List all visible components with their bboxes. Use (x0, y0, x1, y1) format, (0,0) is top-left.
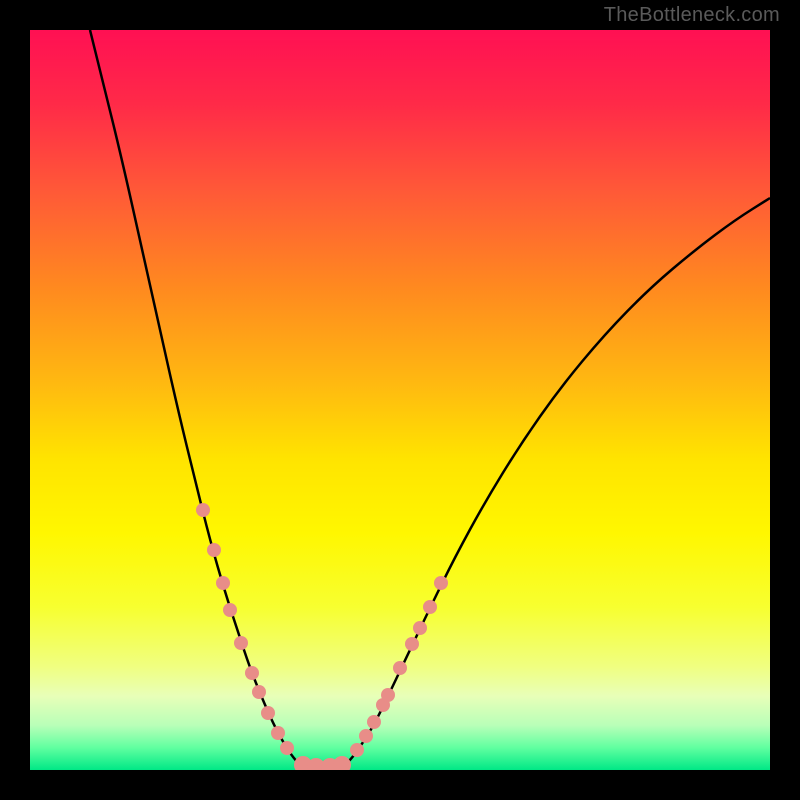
watermark-text: TheBottleneck.com (604, 4, 780, 27)
data-marker (252, 685, 266, 699)
data-marker (359, 729, 373, 743)
data-marker (405, 637, 419, 651)
data-marker (413, 621, 427, 635)
data-marker (280, 741, 294, 755)
data-marker (207, 543, 221, 557)
data-marker (350, 743, 364, 757)
data-marker (223, 603, 237, 617)
data-marker (261, 706, 275, 720)
data-marker (423, 600, 437, 614)
data-marker (367, 715, 381, 729)
data-marker (393, 661, 407, 675)
plot-area (30, 30, 770, 770)
data-marker (234, 636, 248, 650)
data-marker (434, 576, 448, 590)
data-marker (196, 503, 210, 517)
chart-svg (30, 30, 770, 770)
data-marker (245, 666, 259, 680)
data-marker (271, 726, 285, 740)
data-marker (381, 688, 395, 702)
gradient-background (30, 30, 770, 770)
data-marker (216, 576, 230, 590)
